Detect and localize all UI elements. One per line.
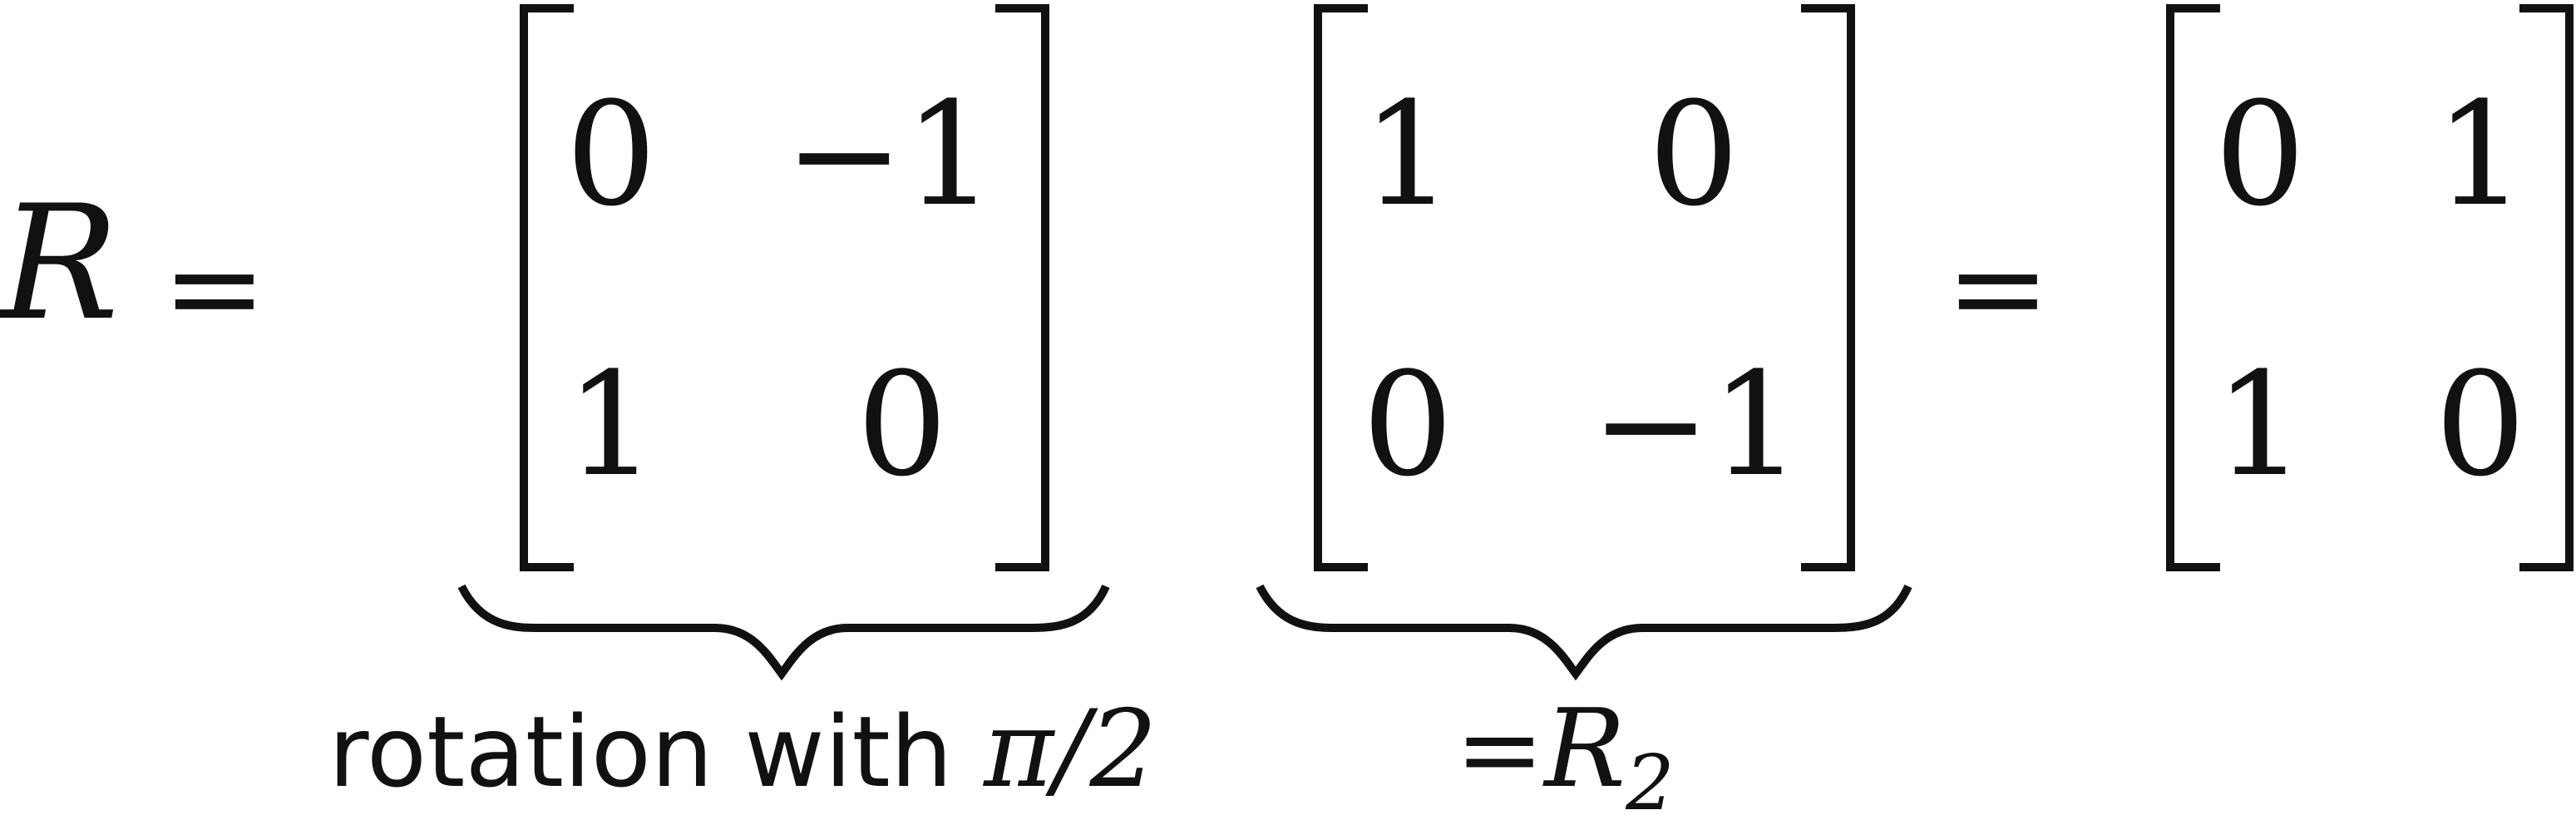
matrix-c-left-bracket bbox=[2166, 4, 2220, 571]
matrix-b-cell: 0 bbox=[1648, 71, 1739, 238]
underbrace-b bbox=[1256, 584, 1912, 681]
matrix-c-cell: 1 bbox=[2214, 341, 2305, 508]
matrix-b-cell: −1 bbox=[1591, 341, 1802, 508]
matrix-b-cell: 1 bbox=[1362, 71, 1453, 238]
matrix-a: 0 −1 1 0 bbox=[520, 4, 1049, 571]
annotation-b-equals: = bbox=[1455, 688, 1544, 812]
matrix-a-cell: −1 bbox=[784, 71, 995, 238]
matrix-a-right-bracket bbox=[995, 4, 1049, 571]
annotation-a-text: rotation with bbox=[328, 694, 984, 809]
annotation-b-symbol: R bbox=[1542, 685, 1626, 812]
matrix-b-right-bracket bbox=[1801, 4, 1855, 571]
matrix-a-cell: 0 bbox=[856, 341, 947, 508]
matrix-a-annotation: rotation with π/2 bbox=[328, 688, 1157, 812]
matrix-b: 1 0 0 −1 bbox=[1314, 4, 1855, 571]
matrix-c-cell: 1 bbox=[2435, 71, 2525, 238]
matrix-a-left-bracket bbox=[520, 4, 574, 571]
lhs-symbol: R bbox=[0, 171, 119, 355]
matrix-c-right-bracket bbox=[2519, 4, 2574, 571]
matrix-a-cell: 1 bbox=[565, 341, 656, 508]
matrix-c-cell: 0 bbox=[2435, 341, 2525, 508]
matrix-c-cell: 0 bbox=[2214, 71, 2305, 238]
matrix-b-cell: 0 bbox=[1362, 341, 1453, 508]
equals-sign-2: = bbox=[1946, 216, 2050, 361]
matrix-c: 0 1 1 0 bbox=[2166, 4, 2574, 571]
equals-sign: = bbox=[162, 216, 267, 361]
annotation-b-subscript: 2 bbox=[1625, 738, 1675, 815]
annotation-a-fraction: /2 bbox=[1044, 688, 1157, 812]
matrix-b-left-bracket bbox=[1314, 4, 1368, 571]
annotation-a-pi: π bbox=[982, 688, 1055, 812]
underbrace-a bbox=[457, 584, 1110, 681]
matrix-b-annotation: =R2 bbox=[1455, 685, 1675, 815]
matrix-a-cell: 0 bbox=[565, 71, 656, 238]
